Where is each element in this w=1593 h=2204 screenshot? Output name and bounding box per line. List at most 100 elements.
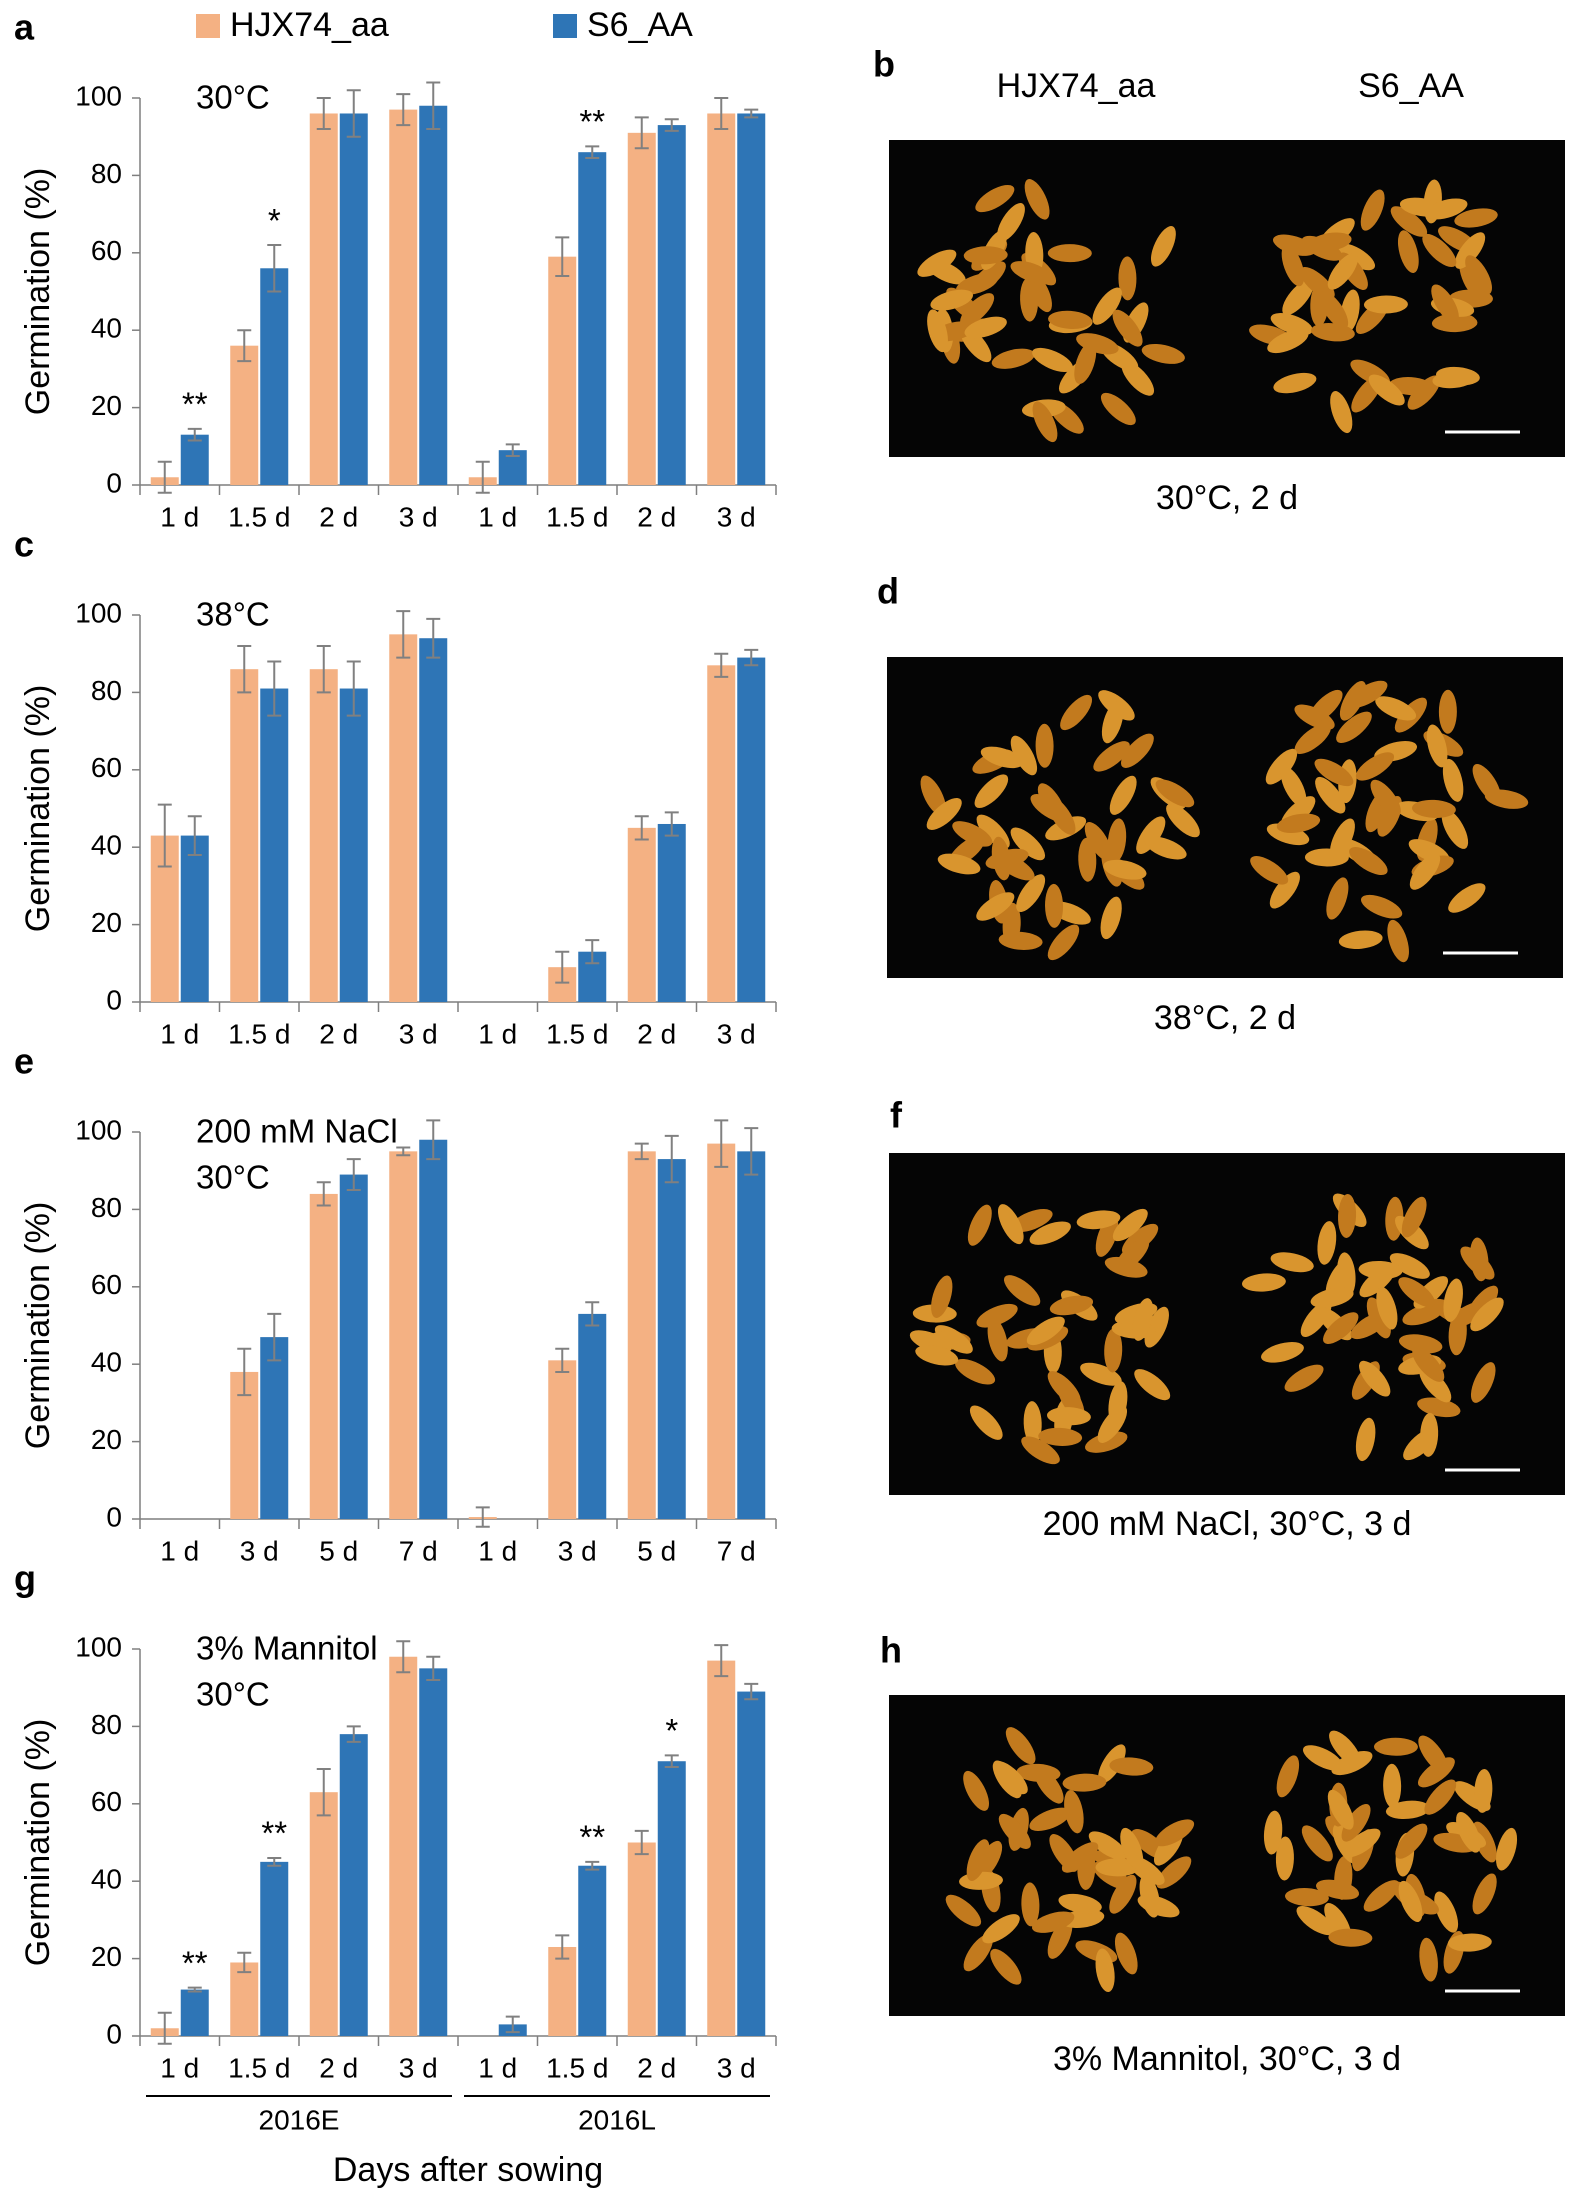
seed xyxy=(1355,1417,1376,1462)
y-tick-label: 40 xyxy=(91,1347,122,1378)
error-bar xyxy=(157,803,172,868)
seed xyxy=(1383,1763,1402,1808)
error-bar xyxy=(316,97,331,130)
error-bar xyxy=(634,116,649,150)
x-tick-label: 3 d xyxy=(717,2052,756,2083)
error-bar xyxy=(396,1640,411,1674)
error-bar xyxy=(664,811,679,837)
seed xyxy=(1046,796,1076,835)
seed xyxy=(1431,284,1459,324)
seed xyxy=(1269,871,1300,909)
seed xyxy=(1010,261,1053,284)
bar xyxy=(419,1668,448,2036)
bar xyxy=(707,1143,736,1519)
seed xyxy=(1331,1750,1373,1776)
seed xyxy=(960,293,995,327)
error-bar xyxy=(426,1655,441,1681)
bar xyxy=(578,152,607,485)
seed xyxy=(998,931,1043,950)
seed xyxy=(1120,733,1154,768)
seed xyxy=(1281,244,1305,287)
seed xyxy=(1047,924,1080,961)
seed xyxy=(1284,1888,1329,1907)
y-tick-label: 80 xyxy=(91,1192,122,1223)
seed xyxy=(991,348,1035,369)
error-bar xyxy=(187,815,202,856)
y-tick-label: 0 xyxy=(106,984,122,1015)
seed xyxy=(1315,776,1346,814)
seed xyxy=(1016,1763,1061,1783)
seed xyxy=(1376,1286,1398,1330)
y-tick-label: 40 xyxy=(91,313,122,344)
seed xyxy=(1308,689,1343,724)
seed xyxy=(920,775,946,816)
seed xyxy=(1434,1891,1459,1933)
bar xyxy=(548,1946,577,2036)
y-tick-label: 60 xyxy=(91,235,122,266)
seed xyxy=(927,309,948,353)
y-tick-label: 20 xyxy=(91,907,122,938)
error-bar xyxy=(744,108,759,119)
seed xyxy=(1296,1906,1335,1936)
photo-caption: 38°C, 2 d xyxy=(1154,999,1296,1037)
bar xyxy=(707,1660,736,2036)
panel-letter: b xyxy=(873,44,895,85)
y-tick-label: 40 xyxy=(91,1864,122,1895)
x-axis-label: Days after sowing xyxy=(333,2151,603,2189)
bar xyxy=(657,125,686,485)
legend-label: HJX74_aa xyxy=(230,6,389,44)
seed xyxy=(964,316,1007,339)
seed xyxy=(919,1330,964,1351)
seed xyxy=(1103,859,1147,880)
seed xyxy=(1144,1306,1169,1348)
bar xyxy=(389,1656,418,2036)
seed xyxy=(1398,1880,1423,1922)
seed xyxy=(987,1318,1008,1362)
seed xyxy=(1472,1873,1497,1915)
seed xyxy=(1454,232,1486,269)
seed xyxy=(1397,230,1419,273)
seed xyxy=(1432,369,1477,389)
seed xyxy=(1276,1755,1300,1798)
seed xyxy=(1109,1757,1154,1776)
seed xyxy=(1095,1858,1140,1877)
seed xyxy=(1156,1856,1192,1889)
seed xyxy=(1021,1882,1040,1927)
seed xyxy=(1412,1346,1445,1382)
bar xyxy=(339,1734,368,2036)
x-tick-label: 2 d xyxy=(319,2052,358,2083)
seed xyxy=(976,1303,1018,1328)
x-tick-label: 3 d xyxy=(717,501,756,532)
bar xyxy=(309,1193,338,1519)
x-tick-label: 3 d xyxy=(399,1018,438,1049)
seed xyxy=(975,184,1015,213)
seed xyxy=(926,797,962,830)
bar xyxy=(309,669,338,1002)
error-bar xyxy=(585,939,600,965)
bar xyxy=(180,835,209,1002)
y-tick-label: 60 xyxy=(91,752,122,783)
bar xyxy=(737,113,766,485)
error-bar xyxy=(555,950,570,984)
x-tick-label: 3 d xyxy=(240,1535,279,1566)
seed xyxy=(1104,1256,1148,1278)
seed xyxy=(1375,696,1417,721)
error-bar xyxy=(267,1312,282,1362)
legend-label: S6_AA xyxy=(587,6,693,44)
seed xyxy=(1326,877,1349,920)
error-bar xyxy=(505,2015,520,2034)
seed xyxy=(967,1204,992,1246)
seed xyxy=(997,203,1025,242)
seed xyxy=(1261,1342,1304,1363)
bar xyxy=(707,113,736,485)
y-tick-label: 100 xyxy=(75,597,122,628)
x-tick-label: 1.5 d xyxy=(228,2052,290,2083)
error-bar xyxy=(267,660,282,717)
y-tick-label: 100 xyxy=(75,1114,122,1145)
seed xyxy=(1398,1277,1436,1308)
bar xyxy=(657,823,686,1002)
seed xyxy=(1074,341,1097,384)
seed xyxy=(1373,1737,1418,1756)
seed xyxy=(1049,1834,1079,1872)
seed xyxy=(1308,232,1352,252)
